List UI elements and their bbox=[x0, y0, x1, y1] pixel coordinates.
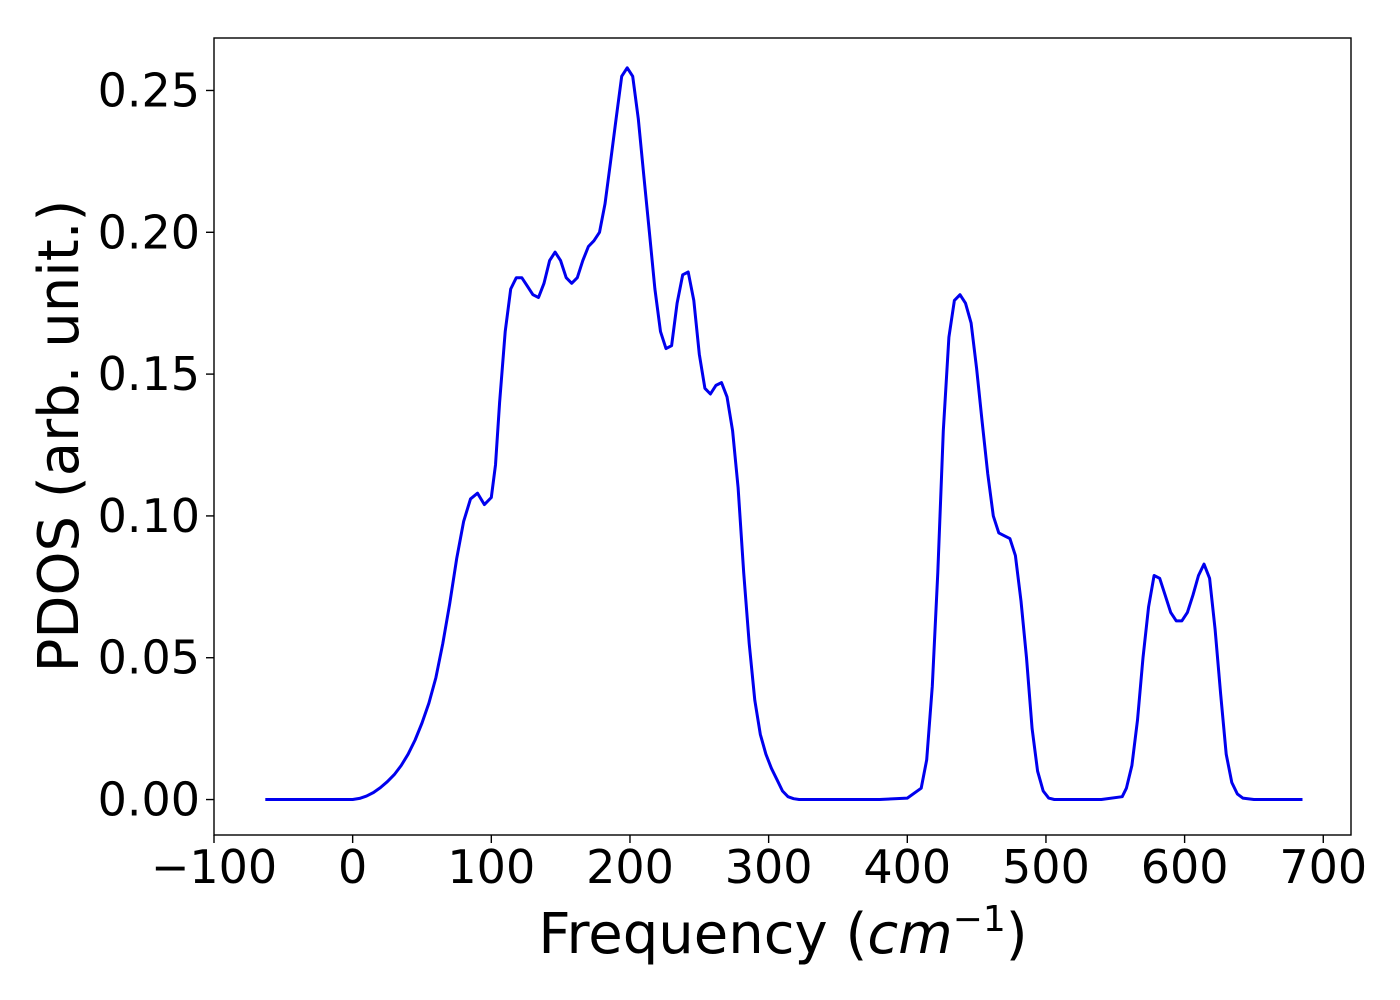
x-tick-label: 300 bbox=[725, 840, 813, 894]
x-tick-label: 700 bbox=[1279, 840, 1367, 894]
x-axis-ticks: −100 0 100 200 300 400 500 600 700 bbox=[151, 835, 1367, 894]
x-tick-label: 600 bbox=[1141, 840, 1229, 894]
pdos-series-line bbox=[265, 66, 1303, 801]
x-axis-label: Frequency (cm−1) bbox=[538, 899, 1027, 967]
y-axis-ticks: 0.00 0.05 0.10 0.15 0.20 0.25 bbox=[98, 63, 214, 827]
y-tick-label: 0.05 bbox=[98, 631, 200, 685]
y-tick-label: 0.25 bbox=[98, 63, 200, 117]
y-tick-label: 0.20 bbox=[98, 205, 200, 259]
x-tick-label: 100 bbox=[447, 840, 535, 894]
plot-frame bbox=[213, 37, 1352, 836]
y-tick-label: 0.15 bbox=[98, 347, 200, 401]
y-tick-label: 0.10 bbox=[98, 489, 200, 543]
y-tick-label: 0.00 bbox=[98, 773, 200, 827]
x-tick-label: 400 bbox=[863, 840, 951, 894]
y-axis-label: PDOS (arb. unit.) bbox=[27, 200, 92, 673]
x-tick-label: 0 bbox=[338, 840, 367, 894]
x-tick-label: 500 bbox=[1002, 840, 1090, 894]
x-tick-label: −100 bbox=[151, 840, 277, 894]
x-tick-label: 200 bbox=[586, 840, 674, 894]
